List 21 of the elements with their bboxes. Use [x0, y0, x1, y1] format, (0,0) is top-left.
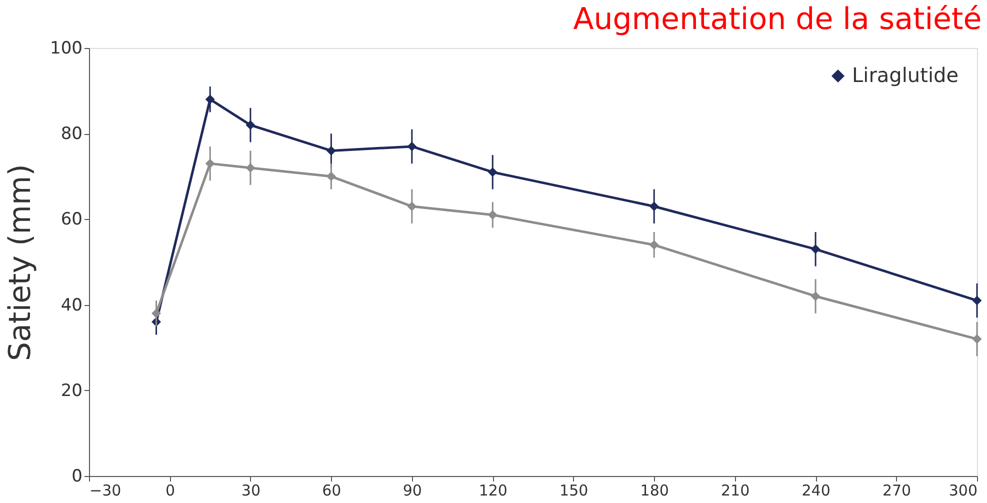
chart-title: Augmentation de la satiété	[573, 2, 982, 37]
x-tick-label: 60	[322, 482, 342, 500]
x-tick-label: 240	[802, 482, 830, 500]
y-tick-label: 80	[60, 124, 82, 144]
y-tick-label: 60	[60, 210, 82, 230]
y-tick-label: 20	[60, 380, 82, 401]
x-tick-label: 120	[478, 482, 508, 500]
x-tick-label: 300	[948, 482, 978, 500]
x-tick-label: 90	[402, 482, 422, 500]
x-tick-label: 180	[640, 482, 669, 500]
y-tick-label: 100	[50, 38, 82, 58]
legend-label: Liraglutide	[852, 63, 959, 87]
x-tick-label: 0	[165, 482, 175, 500]
y-tick-label: 40	[60, 295, 82, 316]
x-tick-label: 150	[560, 482, 588, 500]
x-tick-label: −30	[90, 482, 122, 500]
x-tick-label: 270	[882, 482, 912, 500]
y-tick-label: 0	[72, 466, 82, 486]
y-axis-title: Satiety (mm)	[3, 164, 38, 361]
x-tick-label: 210	[721, 482, 750, 500]
x-tick-label: 30	[241, 482, 260, 500]
